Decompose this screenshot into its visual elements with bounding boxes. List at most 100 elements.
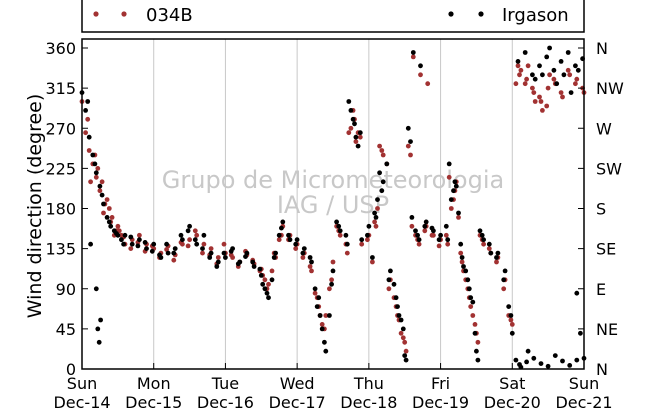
point-irgason-137 — [279, 225, 284, 231]
point-034b-80 — [470, 313, 476, 318]
x-tick-date-2: Dec-16 — [197, 393, 254, 409]
point-irgason-120 — [157, 252, 162, 258]
point-irgason-187 — [468, 295, 474, 301]
x-tick-day-0: Sun — [67, 374, 97, 393]
point-irgason-181 — [403, 357, 409, 363]
legend-label-irgason: Irgason — [502, 5, 569, 26]
watermark-line-1: Grupo de Micrometeorologia — [162, 166, 504, 194]
point-034b-103 — [106, 206, 112, 211]
x-tick-date-4: Dec-18 — [340, 393, 397, 409]
point-034b-24 — [208, 246, 214, 252]
point-irgason-61 — [388, 268, 393, 274]
point-irgason-159 — [436, 237, 442, 243]
point-irgason-92 — [531, 355, 537, 361]
point-irgason-160 — [443, 223, 449, 229]
point-034b-154 — [472, 322, 478, 327]
point-irgason-151 — [379, 188, 385, 194]
point-034b-64 — [398, 330, 404, 336]
point-irgason-13 — [129, 241, 135, 247]
point-irgason-86 — [502, 268, 508, 274]
point-irgason-11 — [119, 237, 124, 243]
compass-label-4: S — [596, 200, 606, 219]
point-034b-66 — [405, 143, 411, 149]
point-irgason-18 — [165, 250, 171, 256]
point-irgason-63 — [395, 304, 400, 309]
point-irgason-14 — [137, 237, 142, 243]
point-irgason-56 — [370, 255, 375, 260]
point-irgason-106 — [558, 59, 564, 64]
point-irgason-6 — [101, 201, 106, 207]
point-034b-182 — [410, 54, 416, 60]
point-034b-189 — [475, 339, 481, 345]
point-034b-131 — [307, 264, 313, 269]
point-irgason-21 — [187, 223, 193, 229]
point-irgason-31 — [258, 273, 264, 278]
point-irgason-155 — [408, 139, 413, 145]
point-034b-83 — [481, 241, 486, 247]
point-irgason-139 — [293, 241, 299, 247]
point-irgason-7 — [104, 215, 110, 220]
point-irgason-5 — [97, 183, 103, 189]
point-irgason-196 — [568, 90, 574, 95]
x-tick-day-4: Thu — [353, 374, 384, 393]
point-034b-111 — [164, 247, 170, 252]
point-irgason-114 — [114, 231, 119, 236]
point-034b-161 — [522, 81, 528, 87]
point-irgason-88 — [509, 330, 515, 336]
point-irgason-165 — [479, 232, 485, 238]
x-tick-day-1: Mon — [137, 374, 171, 393]
point-034b-134 — [329, 277, 334, 283]
point-irgason-126 — [200, 246, 205, 252]
point-irgason-70 — [423, 219, 429, 225]
point-034b-144 — [400, 335, 406, 341]
y-axis-title: Wind direction (degree) — [24, 94, 46, 319]
point-irgason-121 — [164, 241, 170, 247]
point-irgason-171 — [93, 286, 99, 292]
y-tick-label-8: 360 — [45, 39, 76, 58]
point-irgason-192 — [540, 72, 545, 78]
x-tick-day-3: Wed — [280, 374, 315, 393]
point-irgason-190 — [525, 348, 531, 354]
point-irgason-96 — [560, 358, 565, 364]
point-irgason-74 — [448, 197, 454, 203]
point-irgason-136 — [271, 255, 277, 260]
point-034b-164 — [544, 103, 550, 109]
point-irgason-113 — [106, 219, 112, 225]
point-irgason-162 — [458, 241, 464, 247]
point-irgason-53 — [355, 143, 361, 149]
point-irgason-163 — [465, 277, 471, 283]
point-irgason-141 — [307, 255, 313, 260]
point-irgason-184 — [446, 161, 452, 167]
watermark-line-2: IAG / USP — [277, 191, 389, 219]
point-irgason-150 — [372, 210, 377, 216]
point-irgason-105 — [551, 67, 557, 73]
y-tick-label-1: 45 — [56, 320, 76, 339]
point-irgason-131 — [235, 261, 241, 267]
point-034b-50 — [344, 250, 350, 256]
point-034b-179 — [375, 206, 380, 211]
point-irgason-129 — [221, 250, 227, 256]
x-axis-tick-labels: SunDec-14MonDec-15TueDec-16WedDec-17ThuD… — [53, 374, 612, 409]
point-irgason-161 — [451, 188, 456, 194]
point-034b-58 — [377, 143, 382, 149]
point-034b-171 — [95, 166, 101, 171]
compass-label-5: SW — [596, 159, 622, 178]
point-irgason-45 — [323, 348, 329, 354]
compass-label-2: E — [596, 280, 606, 299]
point-034b-147 — [422, 228, 428, 234]
point-034b-188 — [468, 304, 474, 309]
point-irgason-177 — [346, 99, 352, 104]
point-034b-149 — [436, 243, 442, 249]
point-irgason-166 — [486, 241, 492, 247]
point-034b-141 — [379, 148, 385, 153]
point-irgason-110 — [85, 99, 91, 104]
point-irgason-167 — [494, 255, 499, 260]
y-tick-label-5: 225 — [45, 159, 76, 178]
point-034b-69 — [416, 241, 422, 247]
point-034b-130 — [300, 255, 306, 260]
point-irgason-80 — [470, 299, 476, 305]
point-irgason-183 — [418, 63, 423, 69]
point-irgason-48 — [334, 219, 339, 225]
y-tick-label-3: 135 — [45, 240, 76, 259]
point-irgason-97 — [567, 363, 573, 368]
